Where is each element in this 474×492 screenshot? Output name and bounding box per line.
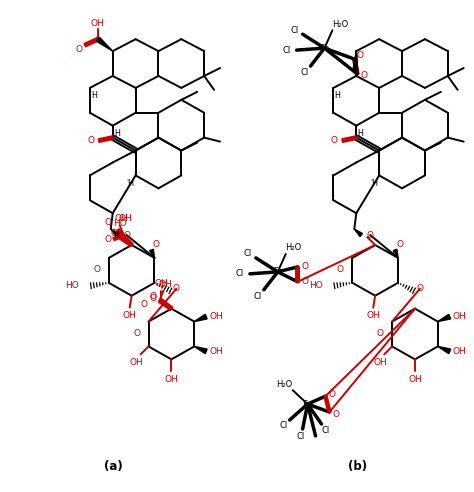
- Text: O: O: [337, 265, 344, 275]
- Text: H₂O: H₂O: [277, 380, 293, 389]
- Polygon shape: [150, 249, 155, 258]
- Text: O: O: [301, 277, 308, 286]
- Text: H: H: [335, 92, 340, 100]
- Polygon shape: [194, 314, 207, 322]
- Text: O: O: [333, 409, 340, 419]
- Text: H₂O: H₂O: [332, 20, 348, 29]
- Text: OH: OH: [209, 347, 223, 356]
- Text: O: O: [329, 390, 336, 399]
- Text: Cl: Cl: [291, 26, 299, 35]
- Polygon shape: [96, 37, 113, 51]
- Text: Cl: Cl: [280, 422, 288, 430]
- Text: O: O: [173, 284, 180, 293]
- Text: H: H: [357, 129, 363, 138]
- Text: Cl: Cl: [297, 432, 305, 441]
- Text: H: H: [114, 129, 119, 138]
- Text: OH: OH: [155, 279, 168, 288]
- Text: (a): (a): [104, 460, 123, 473]
- Text: O: O: [417, 284, 423, 293]
- Text: OH: OH: [408, 375, 422, 384]
- Text: O: O: [150, 292, 157, 301]
- Text: (b): (b): [348, 460, 367, 473]
- Text: Fe: Fe: [302, 400, 313, 408]
- Polygon shape: [353, 51, 358, 71]
- Text: O: O: [153, 240, 160, 248]
- Text: O: O: [140, 300, 147, 309]
- Text: Cl: Cl: [301, 68, 309, 77]
- Text: OH: OH: [130, 358, 144, 367]
- Text: O: O: [357, 51, 364, 60]
- Text: O: O: [133, 329, 140, 338]
- Text: HO: HO: [113, 218, 127, 228]
- Text: H: H: [91, 92, 97, 100]
- Text: OH: OH: [115, 214, 128, 223]
- Text: 'H: 'H: [370, 179, 378, 188]
- Text: O: O: [377, 329, 383, 338]
- Text: OH: OH: [209, 312, 223, 321]
- Text: O: O: [150, 294, 157, 303]
- Text: O: O: [361, 71, 368, 81]
- Polygon shape: [438, 314, 451, 322]
- Text: OH: OH: [119, 214, 133, 223]
- Text: O: O: [301, 262, 308, 272]
- Text: OH: OH: [453, 347, 466, 356]
- Text: O: O: [110, 229, 117, 238]
- Text: O: O: [87, 136, 94, 145]
- Text: OH: OH: [453, 312, 466, 321]
- Text: O: O: [123, 231, 130, 240]
- Text: O: O: [397, 240, 403, 248]
- Text: 'H: 'H: [127, 179, 135, 188]
- Text: Cl: Cl: [321, 427, 329, 435]
- Text: OH: OH: [366, 311, 380, 320]
- Text: Cl: Cl: [236, 269, 244, 278]
- Text: OH: OH: [374, 358, 387, 367]
- Text: OH: OH: [123, 311, 137, 320]
- Text: Cl: Cl: [283, 46, 291, 55]
- Text: OH: OH: [158, 280, 172, 289]
- Text: Fe: Fe: [319, 44, 329, 53]
- Text: H₂O: H₂O: [285, 244, 302, 252]
- Polygon shape: [194, 346, 207, 354]
- Polygon shape: [354, 229, 363, 237]
- Text: O: O: [75, 45, 82, 54]
- Text: HO: HO: [65, 281, 79, 290]
- Text: Cl: Cl: [254, 292, 262, 301]
- Text: O: O: [104, 217, 111, 227]
- Polygon shape: [393, 249, 398, 258]
- Text: HO: HO: [309, 281, 322, 290]
- Text: O: O: [331, 136, 338, 145]
- Text: O: O: [93, 265, 100, 275]
- Text: Fe: Fe: [273, 267, 283, 277]
- Polygon shape: [438, 346, 451, 354]
- Text: O: O: [104, 235, 111, 244]
- Text: OH: OH: [91, 19, 105, 28]
- Text: Cl: Cl: [244, 249, 252, 258]
- Text: O: O: [367, 231, 374, 240]
- Text: OH: OH: [164, 375, 178, 384]
- Polygon shape: [111, 229, 119, 237]
